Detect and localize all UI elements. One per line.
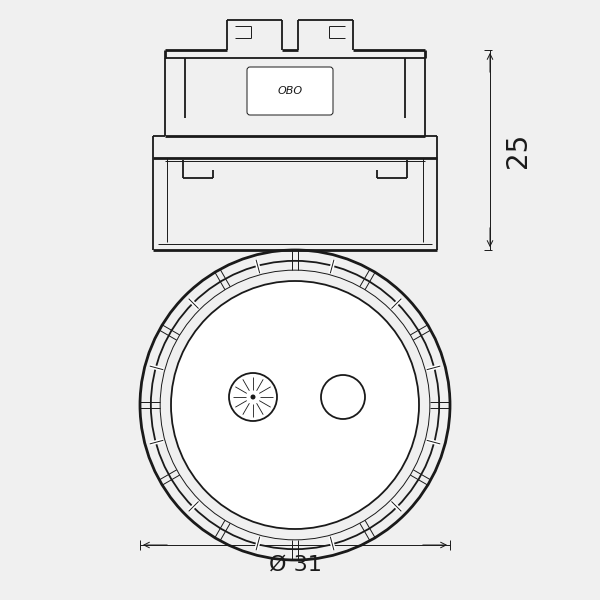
Circle shape — [171, 281, 419, 529]
Circle shape — [321, 375, 365, 419]
Text: Ø 31: Ø 31 — [269, 555, 322, 575]
Circle shape — [229, 373, 277, 421]
Circle shape — [171, 281, 419, 529]
Text: 25: 25 — [504, 133, 532, 167]
FancyBboxPatch shape — [247, 67, 333, 115]
Text: OBO: OBO — [277, 86, 302, 96]
Circle shape — [251, 395, 256, 400]
